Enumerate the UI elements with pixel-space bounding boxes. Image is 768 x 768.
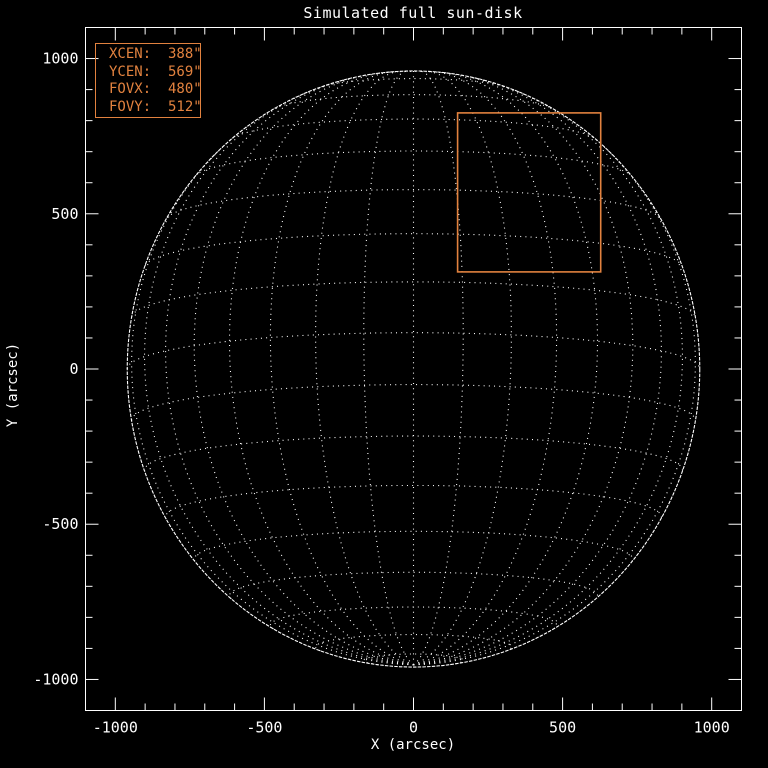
- x-tick-labels: -1000 -500 0 500 1000: [93, 719, 730, 737]
- axis-ticks: [85, 27, 742, 711]
- legend-line-xcen: XCEN: 388": [109, 46, 202, 62]
- y-tick-label: 0: [69, 360, 78, 378]
- y-tick-label: -500: [42, 515, 78, 533]
- y-tick-label: 1000: [42, 50, 78, 68]
- plot-frame: [85, 27, 742, 711]
- heliographic-grid: [126, 70, 701, 666]
- legend-line-fovx: FOVX: 480": [109, 81, 202, 97]
- x-tick-label: -500: [246, 719, 282, 737]
- legend-line-ycen: YCEN: 569": [109, 63, 202, 80]
- fov-rectangle: [456, 112, 602, 273]
- y-axis-label: Y (arcsec): [5, 342, 21, 428]
- solar-limb: [126, 70, 701, 668]
- x-tick-label: -1000: [93, 719, 138, 737]
- x-axis-label: X (arcsec): [370, 737, 456, 753]
- x-tick-label: 0: [409, 719, 418, 737]
- fov-legend-box: XCEN: 388" YCEN: 569" FOVX: 480" FOVY: 5…: [95, 43, 202, 118]
- y-tick-labels: -1000 -500 0 500 1000: [33, 50, 78, 689]
- legend-line-fovy: FOVY: 512": [109, 98, 202, 115]
- x-tick-label: 500: [549, 719, 576, 737]
- y-tick-label: -1000: [33, 671, 78, 689]
- y-tick-label: 500: [51, 205, 78, 223]
- x-tick-label: 1000: [694, 719, 730, 737]
- page-title: Simulated full sun-disk: [303, 4, 523, 22]
